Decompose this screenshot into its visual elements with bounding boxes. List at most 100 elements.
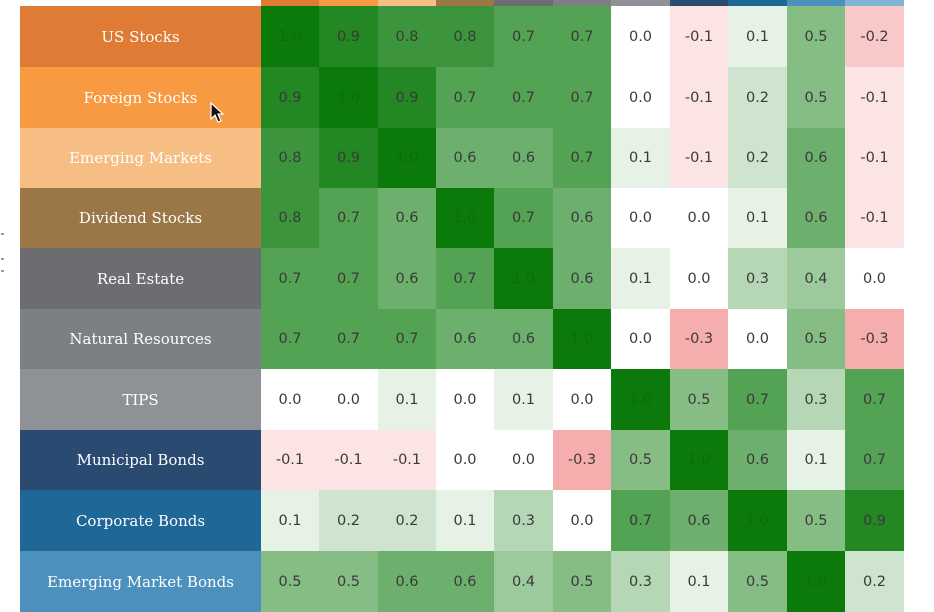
left-edge-marks — [0, 0, 6, 585]
heatmap-cell: 0.7 — [845, 369, 904, 430]
heatmap-cell: 0.9 — [845, 490, 904, 551]
heatmap-cell: 0.8 — [261, 188, 319, 248]
column-color-strip — [261, 0, 319, 6]
heatmap-cell: 0.9 — [261, 67, 319, 128]
column-color-strip — [728, 0, 787, 6]
heatmap-cell: 0.2 — [378, 490, 436, 551]
heatmap-cell: -0.3 — [670, 309, 728, 369]
heatmap-cell: 0.3 — [787, 369, 845, 430]
heatmap-cell: 0.1 — [611, 248, 670, 309]
heatmap-cell: 0.6 — [378, 188, 436, 248]
heatmap-cell: 0.6 — [378, 551, 436, 612]
heatmap-cell: 1.0 — [670, 430, 728, 490]
heatmap-cell: 1.0 — [728, 490, 787, 551]
heatmap-cell: 0.1 — [728, 6, 787, 67]
heatmap-cell: 0.6 — [494, 309, 553, 369]
heatmap-cell: 1.0 — [494, 248, 553, 309]
heatmap-cell: -0.1 — [845, 67, 904, 128]
heatmap-cell: 0.5 — [670, 369, 728, 430]
correlation-heatmap: US Stocks Foreign Stocks Emerging Markets D… — [0, 0, 904, 612]
heatmap-cell: 0.6 — [553, 188, 611, 248]
column-color-strip — [553, 0, 611, 6]
heatmap-cell: 0.3 — [611, 551, 670, 612]
heatmap-cell: 0.3 — [494, 490, 553, 551]
heatmap-cell: 0.0 — [845, 248, 904, 309]
heatmap-cell: 0.7 — [494, 188, 553, 248]
heatmap-cell: 0.3 — [728, 248, 787, 309]
heatmap-cell: 0.5 — [787, 309, 845, 369]
heatmap-cell: 0.6 — [436, 551, 494, 612]
heatmap-cell: 0.7 — [436, 248, 494, 309]
heatmap-cell: 0.0 — [319, 369, 378, 430]
row-label: Emerging Market Bonds — [20, 551, 261, 612]
heatmap-cell: 0.7 — [553, 67, 611, 128]
heatmap-cell: -0.1 — [378, 430, 436, 490]
column-color-strip — [670, 0, 728, 6]
column-color-strip — [845, 0, 904, 6]
heatmap-cell: 0.0 — [611, 6, 670, 67]
edge-mark — [1, 258, 4, 260]
column-color-strip — [436, 0, 494, 6]
heatmap-cell: -0.1 — [261, 430, 319, 490]
heatmap-cell: 0.9 — [319, 6, 378, 67]
heatmap-cell: 0.7 — [494, 6, 553, 67]
heatmap-cell: 0.1 — [728, 188, 787, 248]
heatmap-cell: -0.3 — [553, 430, 611, 490]
heatmap-cell: 0.0 — [728, 309, 787, 369]
heatmap-cell: 0.7 — [611, 490, 670, 551]
row-label: TIPS — [20, 369, 261, 430]
heatmap-cell: 1.0 — [553, 309, 611, 369]
heatmap-cell: 0.2 — [319, 490, 378, 551]
heatmap-cell: 0.9 — [378, 67, 436, 128]
heatmap-cell: 0.8 — [378, 6, 436, 67]
heatmap-cell: 0.6 — [787, 128, 845, 188]
heatmap-cell: 0.7 — [845, 430, 904, 490]
heatmap-cell: 0.6 — [553, 248, 611, 309]
heatmap-cell: -0.1 — [670, 67, 728, 128]
heatmap-cell: 0.5 — [787, 67, 845, 128]
heatmap-cell: 0.0 — [261, 369, 319, 430]
heatmap-cell: -0.2 — [845, 6, 904, 67]
heatmap-cell: 0.7 — [553, 6, 611, 67]
heatmap-cell: 0.1 — [436, 490, 494, 551]
heatmap-cell: 0.7 — [436, 67, 494, 128]
column-color-strip — [494, 0, 553, 6]
heatmap-cell: 0.5 — [553, 551, 611, 612]
column-color-strip — [378, 0, 436, 6]
row-label: Foreign Stocks — [20, 67, 261, 128]
heatmap-cell: 0.6 — [378, 248, 436, 309]
heatmap-cell: 0.2 — [728, 67, 787, 128]
heatmap-cell: 0.1 — [611, 128, 670, 188]
heatmap-cell: 0.0 — [670, 248, 728, 309]
heatmap-cell: -0.1 — [670, 128, 728, 188]
heatmap-cell: 0.6 — [787, 188, 845, 248]
heatmap-cell: 0.6 — [436, 309, 494, 369]
heatmap-cell: 0.2 — [845, 551, 904, 612]
heatmap-cell: 1.0 — [436, 188, 494, 248]
edge-mark — [1, 270, 4, 272]
row-label: Natural Resources — [20, 309, 261, 369]
heatmap-cell: 0.5 — [728, 551, 787, 612]
row-label: Emerging Markets — [20, 128, 261, 188]
heatmap-cell: 0.7 — [319, 248, 378, 309]
heatmap-cell: 0.0 — [611, 309, 670, 369]
heatmap-cell: 1.0 — [319, 67, 378, 128]
heatmap-cell: 0.7 — [261, 309, 319, 369]
heatmap-cell: 0.7 — [261, 248, 319, 309]
mouse-cursor-icon — [210, 102, 224, 123]
heatmap-cell: 0.7 — [378, 309, 436, 369]
heatmap-cell: 0.7 — [319, 309, 378, 369]
edge-mark — [1, 233, 4, 235]
heatmap-cell: 0.5 — [611, 430, 670, 490]
heatmap-cell: 1.0 — [611, 369, 670, 430]
heatmap-cell: 0.0 — [436, 369, 494, 430]
heatmap-cell: -0.1 — [845, 128, 904, 188]
heatmap-cell: 1.0 — [378, 128, 436, 188]
heatmap-cell: 0.1 — [670, 551, 728, 612]
heatmap-cell: 0.2 — [728, 128, 787, 188]
row-label: Corporate Bonds — [20, 490, 261, 551]
heatmap-cell: 0.5 — [787, 6, 845, 67]
heatmap-cell: 0.0 — [670, 188, 728, 248]
row-label: Municipal Bonds — [20, 430, 261, 490]
row-label: Dividend Stocks — [20, 188, 261, 248]
